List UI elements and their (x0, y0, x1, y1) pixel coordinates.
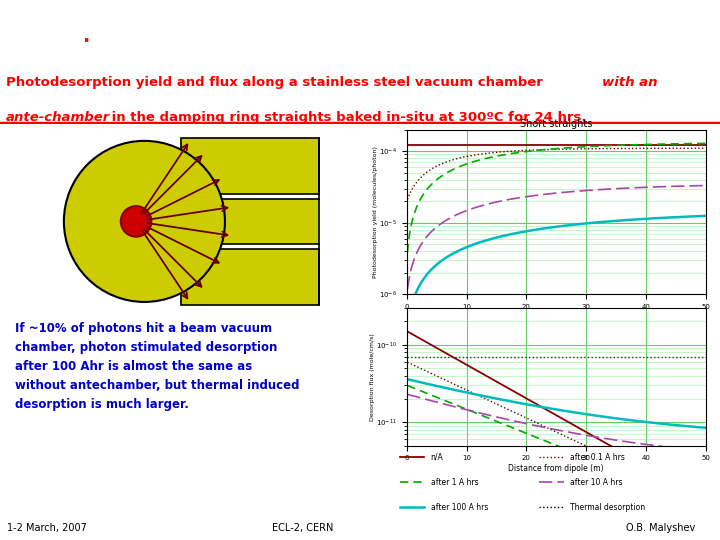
Text: with an: with an (602, 76, 657, 89)
Text: Photodesorption yield and flux along a stainless steel vacuum chamber: Photodesorption yield and flux along a s… (6, 76, 547, 89)
Text: after 0.1 A hrs: after 0.1 A hrs (570, 453, 625, 462)
Bar (181, 199, 320, 244)
Text: O.B. Malyshev: O.B. Malyshev (626, 523, 696, 533)
Text: after 10 A hrs: after 10 A hrs (570, 478, 622, 487)
Y-axis label: Desorption flux (mole/cm/s): Desorption flux (mole/cm/s) (369, 333, 374, 421)
Text: 1-2 March, 2007: 1-2 March, 2007 (7, 523, 87, 533)
Text: n/A: n/A (431, 453, 444, 462)
Bar (181, 249, 320, 305)
Text: after 1 A hrs: after 1 A hrs (431, 478, 478, 487)
Text: ante-chamber: ante-chamber (6, 111, 110, 124)
Text: .: . (83, 26, 90, 45)
Text: Thermal desorption: Thermal desorption (570, 503, 645, 512)
Y-axis label: Photodesorption yield (molecules/photon): Photodesorption yield (molecules/photon) (373, 146, 378, 278)
Text: after 100 A hrs: after 100 A hrs (431, 503, 488, 512)
Text: ASTeC: ASTeC (40, 19, 83, 32)
Bar (181, 199, 194, 244)
Text: If ~10% of photons hit a beam vacuum
chamber, photon stimulated desorption
after: If ~10% of photons hit a beam vacuum cha… (14, 322, 300, 411)
Title: Short straights: Short straights (520, 119, 593, 129)
Text: Accelerator Science and Technology Centre: Accelerator Science and Technology Centr… (516, 26, 713, 36)
Text: ECL-2, CERN: ECL-2, CERN (271, 523, 333, 533)
Text: in the damping ring straights baked in-situ at 300ºC for 24 hrs.: in the damping ring straights baked in-s… (107, 111, 586, 124)
Circle shape (121, 206, 151, 237)
Circle shape (64, 141, 225, 302)
X-axis label: Distance from dipole (m): Distance from dipole (m) (508, 464, 604, 473)
Bar (181, 138, 320, 194)
